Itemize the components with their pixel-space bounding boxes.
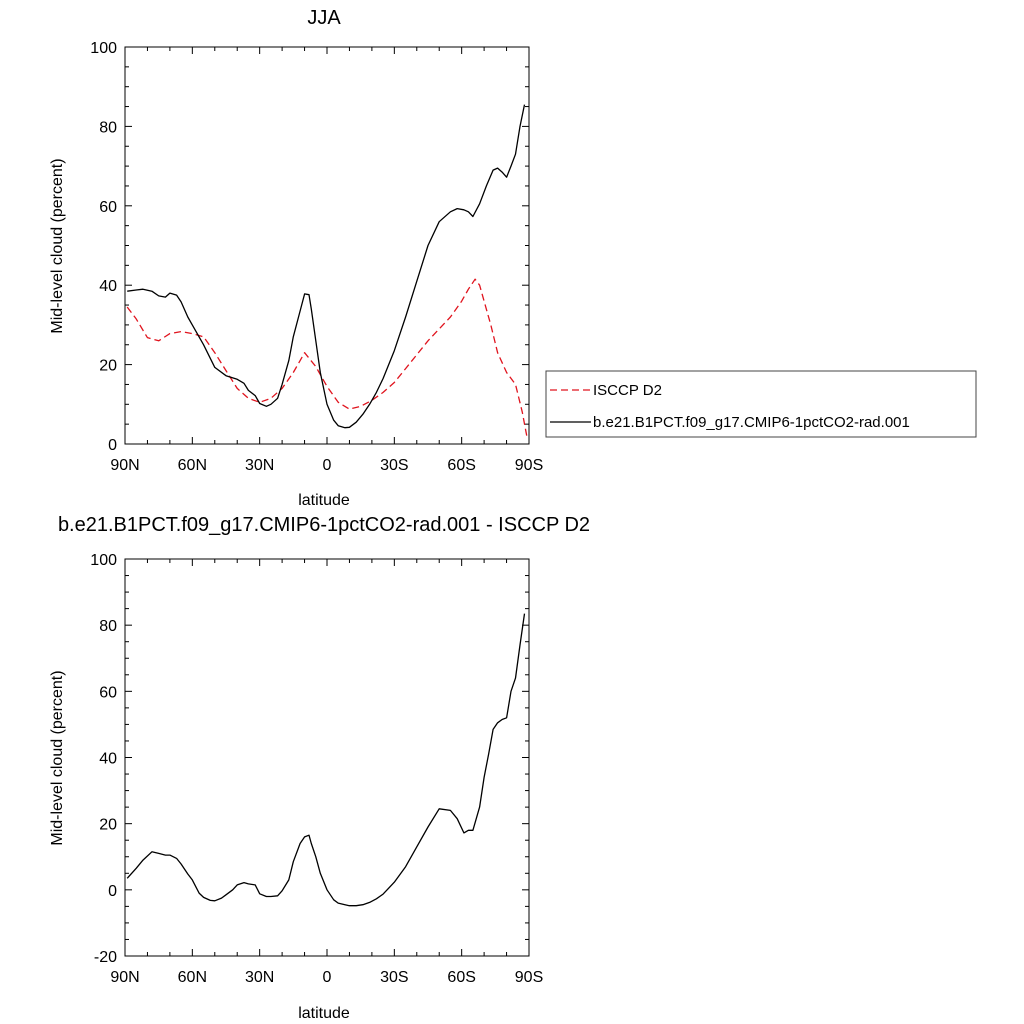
x-tick-label: 60N	[178, 457, 207, 474]
series-group-top	[126, 104, 528, 437]
x-tick-label: 0	[323, 969, 332, 986]
series-group-bottom	[126, 613, 526, 907]
y-tick-label: 20	[99, 358, 117, 375]
y-tick-label: 0	[108, 437, 117, 454]
y-tick-label: 60	[99, 199, 117, 216]
x-axis-label-bottom: latitude	[298, 1005, 350, 1022]
x-tick-label: 30S	[380, 457, 408, 474]
x-tick-label: 90N	[110, 457, 139, 474]
legend-label-model: b.e21.B1PCT.f09_g17.CMIP6-1pctCO2-rad.00…	[593, 414, 910, 431]
legend-box	[545, 370, 977, 438]
y-tick-label: 40	[99, 278, 117, 295]
chart-title-bottom: b.e21.B1PCT.f09_g17.CMIP6-1pctCO2-rad.00…	[58, 514, 590, 536]
y-tick-label: 40	[99, 751, 117, 768]
x-tick-label: 30N	[245, 969, 274, 986]
plot-frame-bottom	[124, 558, 530, 957]
series-line-bottom-0	[126, 613, 526, 907]
y-tick-label: 20	[99, 817, 117, 834]
axis-ticks-bottom: 90N 60N 30N 0 30S 60S 90S -20 0 20 40 60 80 100	[90, 552, 543, 986]
y-tick-label: 0	[108, 883, 117, 900]
x-tick-label: 60S	[447, 457, 475, 474]
axis-ticks-top: 90N 60N 30N 0 30S 60S 90S 0 20 40 60 80 100	[90, 40, 543, 474]
series-line-top-1	[127, 104, 526, 429]
series-line-top-0	[126, 278, 528, 437]
y-tick-label: 80	[99, 119, 117, 136]
x-tick-label: 30S	[380, 969, 408, 986]
y-tick-label: 100	[90, 40, 117, 57]
y-axis-label-bottom: Mid-level cloud (percent)	[49, 670, 66, 845]
x-tick-label: 90S	[515, 969, 543, 986]
y-tick-label: 60	[99, 684, 117, 701]
chart-panel-bottom: b.e21.B1PCT.f09_g17.CMIP6-1pctCO2-rad.00…	[49, 514, 590, 1022]
x-tick-label: 0	[323, 457, 332, 474]
x-tick-label: 90S	[515, 457, 543, 474]
x-tick-label: 60S	[447, 969, 475, 986]
y-axis-label-top: Mid-level cloud (percent)	[49, 158, 66, 333]
y-tick-label: -20	[94, 949, 117, 966]
x-tick-label: 30N	[245, 457, 274, 474]
y-tick-label: 100	[90, 552, 117, 569]
chart-title-top: JJA	[307, 7, 341, 29]
plot-frame-top	[124, 46, 530, 445]
chart-panel-top: JJA 90N 60N 30N 0 30S 60S 90S 0 20 40 60 80 100 lati…	[49, 7, 543, 509]
x-axis-label-top: latitude	[298, 492, 350, 509]
y-tick-label: 80	[99, 618, 117, 635]
legend-label-isccp: ISCCP D2	[593, 382, 662, 399]
x-tick-label: 90N	[110, 969, 139, 986]
x-tick-label: 60N	[178, 969, 207, 986]
legend: ISCCP D2 b.e21.B1PCT.f09_g17.CMIP6-1pctC…	[545, 370, 977, 438]
